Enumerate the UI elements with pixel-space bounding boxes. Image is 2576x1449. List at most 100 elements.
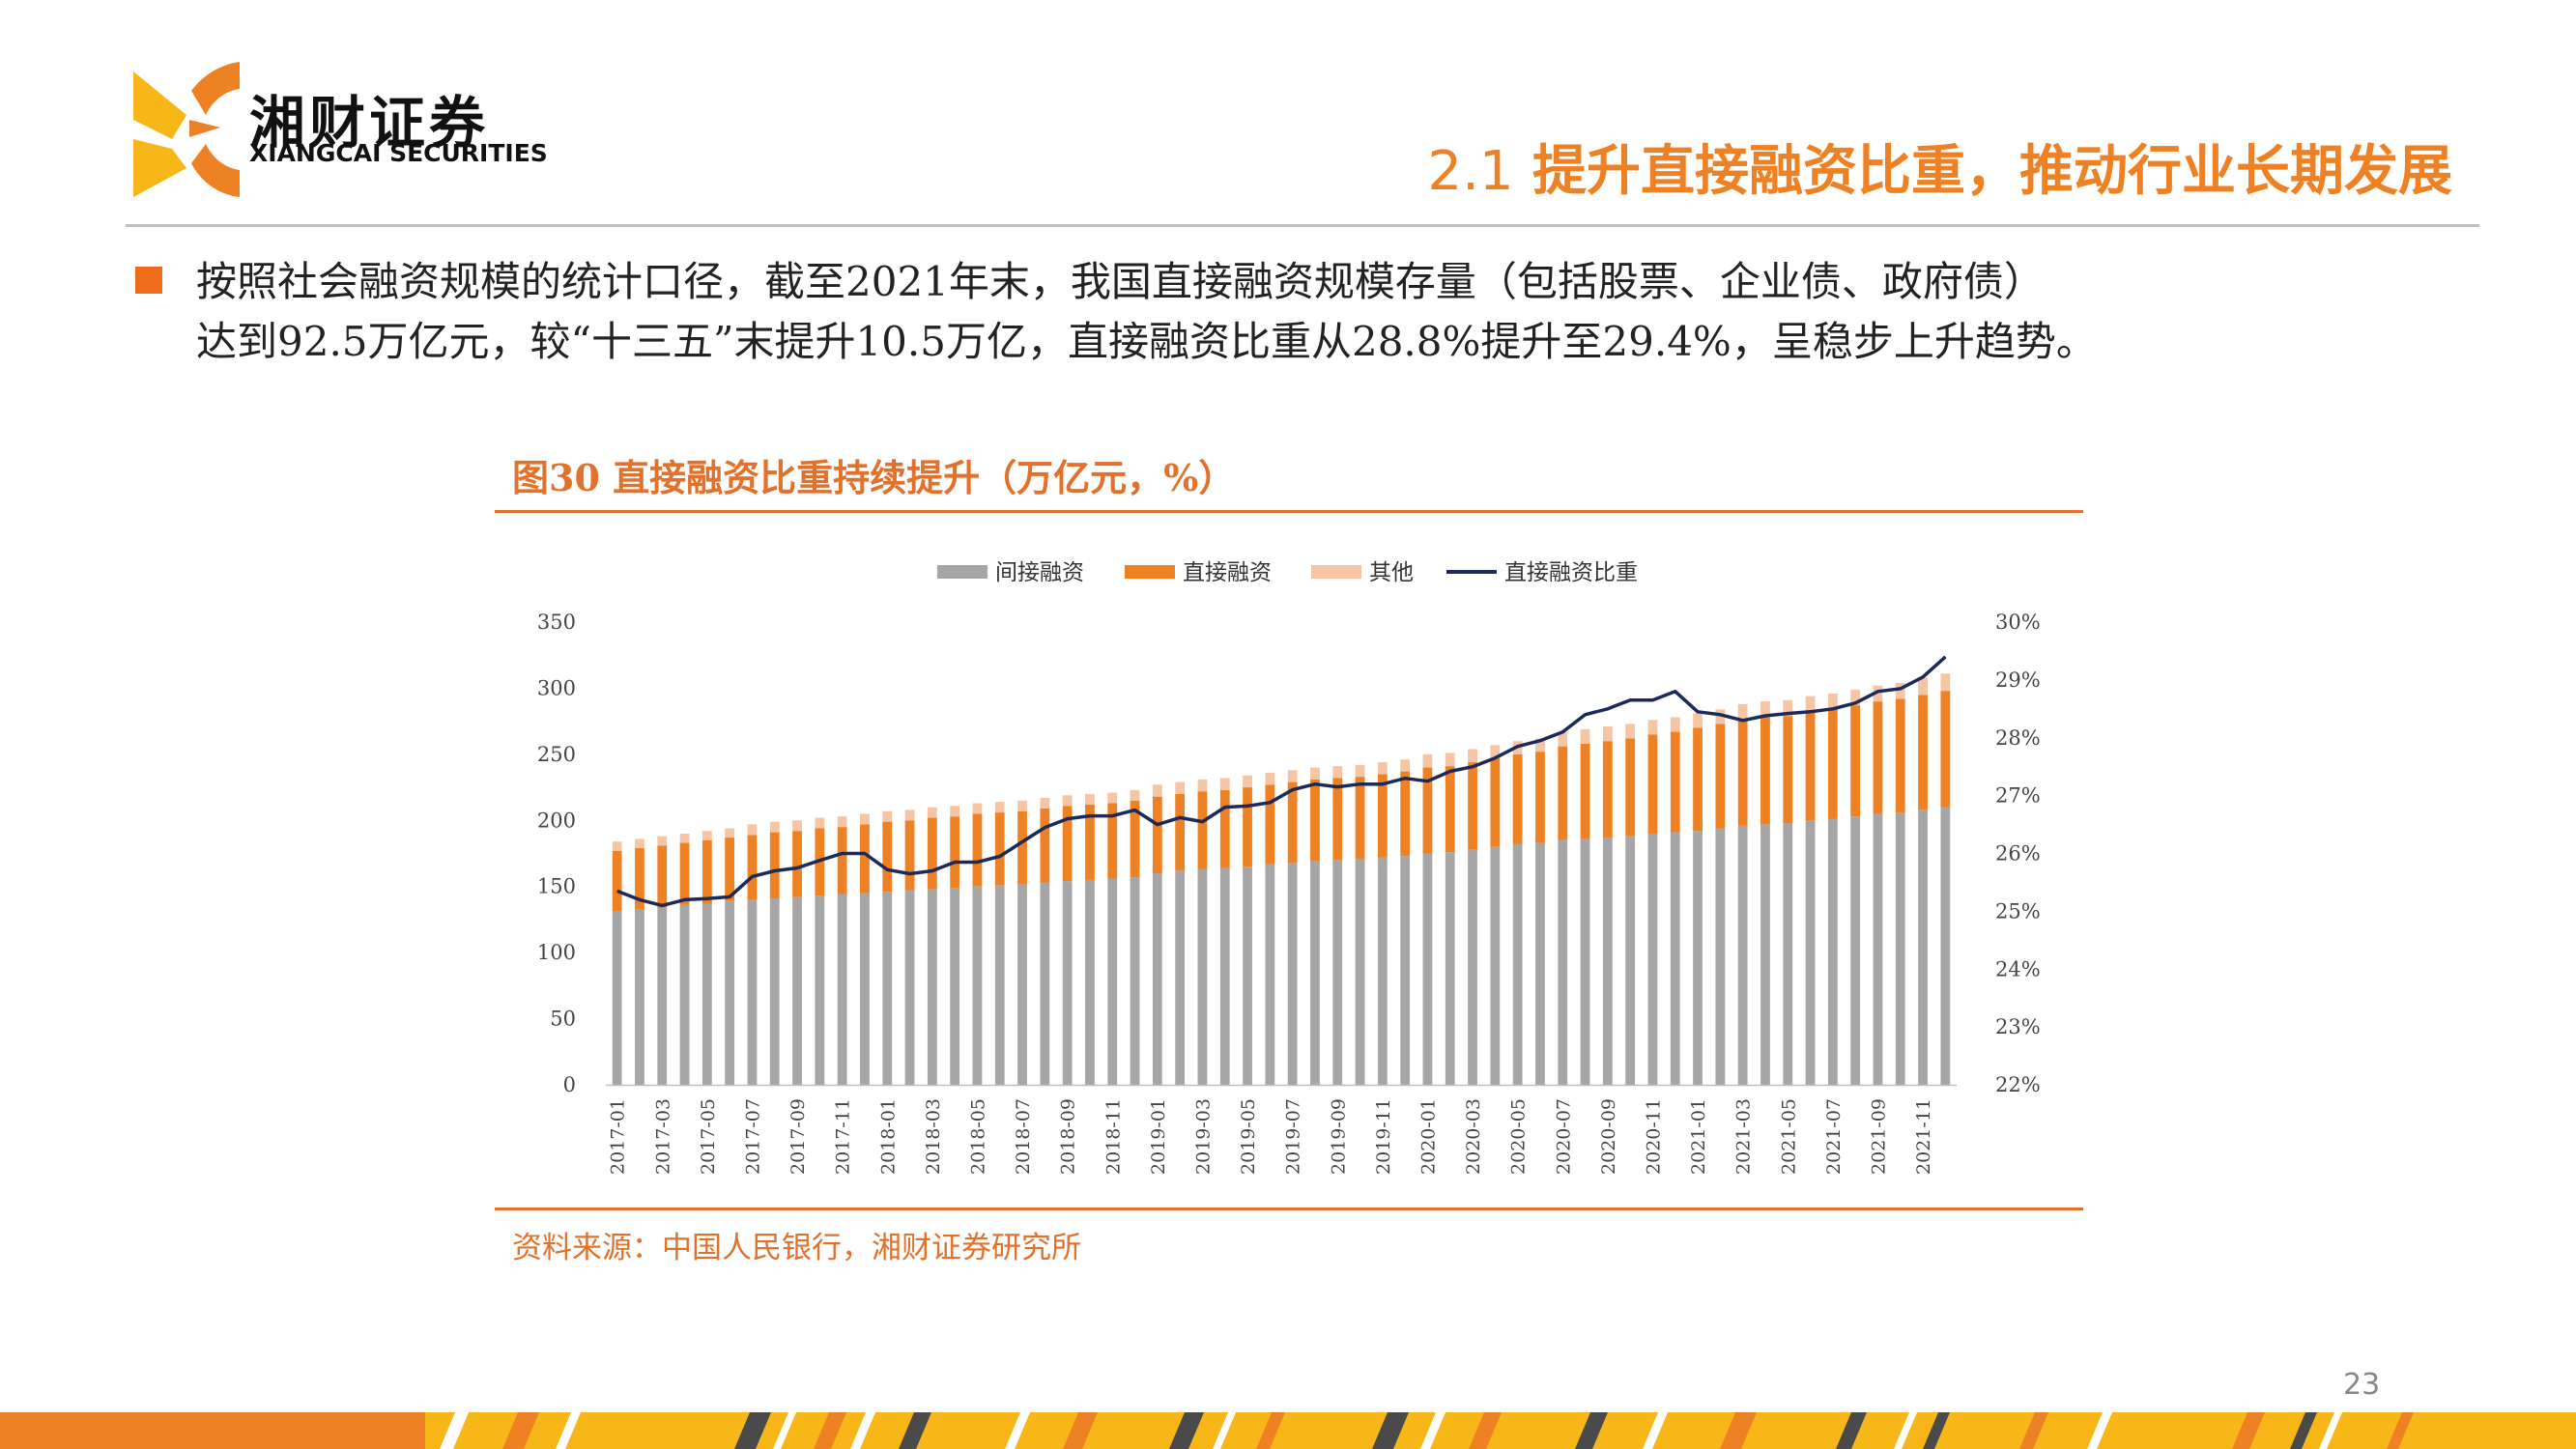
x-tick-label: 2018-07 bbox=[1013, 1098, 1034, 1175]
bar-其他 bbox=[1783, 699, 1793, 717]
footer-stripe bbox=[440, 1412, 469, 1449]
footer-stripe bbox=[2319, 1412, 2342, 1449]
figure-bottom-rule bbox=[495, 1208, 2083, 1210]
bar-直接融资 bbox=[612, 850, 622, 912]
y-right-tick-label: 22% bbox=[1995, 1073, 2041, 1096]
footer-stripe bbox=[2387, 1412, 2414, 1449]
x-tick-label: 2017-09 bbox=[787, 1098, 809, 1175]
slide-title-text: 提升直接融资比重，推动行业长期发展 bbox=[1532, 140, 2452, 203]
bar-间接融资 bbox=[860, 893, 870, 1085]
bar-直接融资 bbox=[1873, 701, 1883, 814]
bar-直接融资 bbox=[769, 832, 780, 899]
bar-其他 bbox=[1468, 749, 1477, 763]
bar-其他 bbox=[1332, 766, 1343, 779]
bar-间接融资 bbox=[1445, 852, 1455, 1085]
body-text-line-2: 达到92.5万亿元，较“十三五”末提升10.5万亿，直接融资比重从28.8%提升… bbox=[196, 318, 2097, 365]
x-axis: 2017-01 2017-03 2017-05 2017-07 2017-09 2017-… bbox=[606, 1084, 1957, 1175]
y-left-tick-label: 250 bbox=[537, 743, 576, 766]
y-right-tick-label: 29% bbox=[1995, 668, 2041, 692]
bar-其他 bbox=[1850, 689, 1861, 706]
bar-直接融资 bbox=[1468, 762, 1477, 850]
bar-直接融资 bbox=[1355, 777, 1365, 859]
y-right-tick-label: 24% bbox=[1995, 957, 2041, 980]
bar-间接融资 bbox=[769, 898, 780, 1085]
y-right-tick-label: 23% bbox=[1995, 1015, 2041, 1038]
bar-直接融资 bbox=[1490, 757, 1501, 847]
bar-直接融资 bbox=[1152, 796, 1162, 874]
bar-直接融资 bbox=[1783, 716, 1793, 824]
bar-直接融资 bbox=[1850, 705, 1861, 817]
bar-直接融资 bbox=[1693, 727, 1703, 832]
x-tick-label: 2018-11 bbox=[1102, 1098, 1124, 1175]
footer-stripe bbox=[1213, 1412, 1236, 1449]
bar-直接融资 bbox=[1062, 806, 1073, 882]
bar-直接融资 bbox=[1332, 778, 1343, 861]
bar-其他 bbox=[972, 803, 983, 814]
figure-top-rule bbox=[495, 510, 2083, 513]
bar-其他 bbox=[612, 841, 622, 851]
bar-直接融资 bbox=[747, 835, 758, 900]
bar-间接融资 bbox=[1827, 818, 1838, 1085]
chart-legend: 间接融资 直接融资 其他 直接融资比重 bbox=[937, 560, 1638, 585]
bar-直接融资 bbox=[1422, 767, 1433, 854]
bar-直接融资 bbox=[1377, 774, 1388, 858]
bar-间接融资 bbox=[1040, 882, 1050, 1085]
bar-其他 bbox=[1445, 753, 1455, 767]
bar-间接融资 bbox=[1355, 858, 1365, 1085]
bar-直接融资 bbox=[657, 845, 668, 908]
legend-label-直接融资比重: 直接融资比重 bbox=[1504, 560, 1638, 585]
bar-直接融资 bbox=[1287, 781, 1298, 864]
bar-直接融资 bbox=[1580, 743, 1590, 839]
bar-间接融资 bbox=[1310, 861, 1320, 1085]
figure-source: 资料来源：中国人民银行，湘财证券研究所 bbox=[512, 1231, 1081, 1265]
bar-其他 bbox=[1558, 731, 1568, 747]
bar-直接融资 bbox=[1310, 779, 1320, 862]
bar-直接融资 bbox=[1805, 712, 1816, 821]
bar-直接融资 bbox=[904, 820, 915, 891]
bar-直接融资 bbox=[1535, 752, 1545, 843]
bar-直接融资 bbox=[837, 827, 847, 895]
bar-其他 bbox=[994, 802, 1005, 813]
bar-直接融资 bbox=[1625, 738, 1636, 837]
bar-直接融资 bbox=[1918, 695, 1928, 810]
bar-直接融资 bbox=[1400, 771, 1411, 857]
bar-间接融资 bbox=[792, 896, 802, 1085]
bar-间接融资 bbox=[1805, 820, 1816, 1085]
y-left-tick-label: 350 bbox=[537, 611, 576, 634]
bar-间接融资 bbox=[1377, 857, 1388, 1085]
footer-stripe bbox=[1720, 1412, 1757, 1449]
footer-stripe bbox=[734, 1412, 771, 1449]
stacked-bar-line-chart: 间接融资 直接融资 其他 直接融资比重 0 50 100 150 200 250 300 350 2… bbox=[537, 560, 2041, 1175]
y-axis-right: 22% 23% 24% 25% 26% 27% 28% 29% 30% bbox=[1995, 611, 2041, 1096]
bar-直接融资 bbox=[635, 848, 644, 909]
x-tick-label: 2019-05 bbox=[1238, 1098, 1259, 1175]
bar-直接融资 bbox=[1737, 720, 1748, 826]
bar-直接融资 bbox=[994, 812, 1005, 886]
footer-stripe bbox=[773, 1412, 796, 1449]
bar-其他 bbox=[1670, 717, 1680, 732]
y-right-tick-label: 30% bbox=[1995, 611, 2041, 634]
x-tick-label: 2021-05 bbox=[1778, 1098, 1799, 1175]
x-tick-label: 2017-07 bbox=[742, 1098, 763, 1175]
bar-间接融资 bbox=[1197, 868, 1208, 1085]
bar-间接融资 bbox=[1715, 828, 1726, 1085]
bar-间接融资 bbox=[972, 886, 983, 1085]
y-left-tick-label: 50 bbox=[550, 1008, 576, 1031]
bar-直接融资 bbox=[1085, 804, 1095, 880]
bar-直接融资 bbox=[1512, 753, 1523, 844]
x-tick-label: 2021-09 bbox=[1868, 1098, 1889, 1175]
x-tick-label: 2020-11 bbox=[1643, 1098, 1664, 1175]
bar-间接融资 bbox=[1243, 867, 1252, 1085]
bar-其他 bbox=[1219, 778, 1230, 790]
bar-间接融资 bbox=[1017, 883, 1027, 1085]
bar-间接融资 bbox=[950, 888, 960, 1085]
legend-label-其他: 其他 bbox=[1369, 560, 1414, 585]
bar-其他 bbox=[1040, 798, 1050, 809]
bar-间接融资 bbox=[701, 903, 712, 1085]
x-tick-label: 2018-01 bbox=[877, 1098, 899, 1175]
x-tick-label: 2021-01 bbox=[1688, 1098, 1709, 1175]
x-tick-label: 2021-03 bbox=[1733, 1098, 1755, 1175]
footer-stripe bbox=[2019, 1412, 2048, 1449]
footer-base bbox=[0, 1412, 2576, 1449]
bar-其他 bbox=[1265, 773, 1275, 785]
